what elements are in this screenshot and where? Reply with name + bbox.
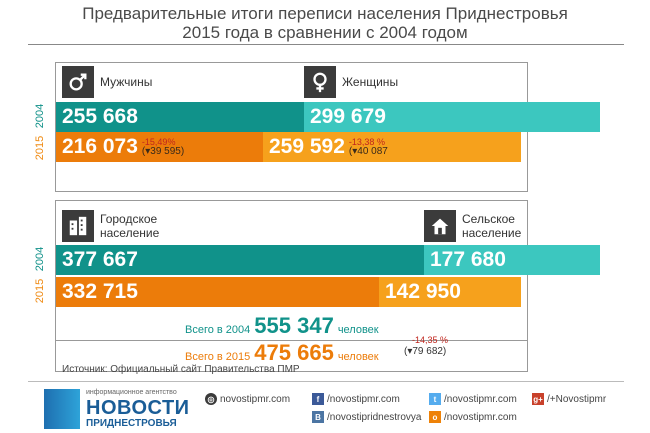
- odnoklassniki-link[interactable]: о /novostipmr.com: [429, 411, 517, 423]
- title-line-2: 2015 года в сравнении с 2004 годом: [182, 23, 468, 42]
- logo-mark-icon: [44, 389, 80, 429]
- total-2015-value: 475 665: [254, 340, 334, 365]
- female-change-abs: (▾40 087: [348, 146, 388, 157]
- value-urban-2015: 332 715: [62, 280, 138, 303]
- facebook-icon: f: [312, 393, 324, 405]
- male-icon: [62, 66, 94, 98]
- female-label: Женщины: [342, 75, 399, 89]
- globe-icon: ◎: [205, 393, 217, 405]
- googleplus-link-text: /+Novostipmr: [547, 393, 607, 405]
- page-title: Предварительные итоги переписи населения…: [0, 4, 650, 42]
- googleplus-link[interactable]: g+ /+Novostipmr: [532, 393, 606, 405]
- rural-label-line-1: Сельское: [462, 212, 515, 226]
- bar-rural-2015: 142 950: [379, 277, 521, 307]
- bar-male-2015: 216 073 -15,49% (▾39 595): [56, 132, 263, 162]
- value-rural-2004: 177 680: [430, 248, 506, 271]
- twitter-link[interactable]: t /novostipmr.com: [429, 393, 517, 405]
- year-label-2004-b: 2004: [34, 246, 47, 272]
- total-2015-change-abs: (▾79 682): [404, 346, 447, 357]
- totals-divider: [56, 340, 528, 341]
- facebook-link-text: /novostipmr.com: [327, 393, 400, 405]
- rural-label: Сельское население: [462, 212, 521, 240]
- googleplus-icon: g+: [532, 393, 544, 405]
- year-label-2015-b: 2015: [34, 278, 47, 304]
- total-2004: Всего в 2004 555 347 человек: [185, 313, 379, 339]
- value-female-2004: 299 679: [310, 105, 386, 128]
- urban-label: Городское население: [100, 212, 159, 240]
- value-urban-2004: 377 667: [62, 248, 138, 271]
- city-icon: [62, 210, 94, 242]
- news-logo: информационное агентство НОВОСТИ ПРИДНЕС…: [44, 389, 204, 429]
- odnoklassniki-link-text: /novostipmr.com: [444, 411, 517, 423]
- logo-tagline: информационное агентство: [86, 389, 177, 396]
- total-2015-unit: человек: [337, 351, 379, 363]
- source-note: Источник: Официальный сайт Правительства…: [62, 364, 300, 375]
- bar-urban-2015: 332 715: [56, 277, 379, 307]
- rural-label-line-2: население: [462, 226, 522, 240]
- logo-title: НОВОСТИ: [86, 397, 190, 419]
- total-2015-change-pct: -14,35 %: [412, 335, 449, 345]
- value-male-2015: 216 073: [62, 135, 138, 158]
- site-link-text: novostipmr.com: [220, 393, 291, 405]
- twitter-link-text: /novostipmr.com: [444, 393, 517, 405]
- female-change: -13,38 % (▾40 087: [349, 137, 388, 157]
- facebook-link[interactable]: f /novostipmr.com: [312, 393, 400, 405]
- twitter-icon: t: [429, 393, 441, 405]
- urban-label-line-2: население: [100, 226, 160, 240]
- value-rural-2015: 142 950: [385, 280, 461, 303]
- title-line-1: Предварительные итоги переписи населения…: [82, 4, 568, 23]
- bar-female-2015: 259 592 -13,38 % (▾40 087: [263, 132, 521, 162]
- value-male-2004: 255 668: [62, 105, 138, 128]
- bar-rural-2004: 177 680: [424, 245, 600, 275]
- vk-link-text: /novostipridnestrovya: [327, 411, 422, 423]
- total-2004-unit: человек: [337, 324, 379, 336]
- title-divider: [28, 44, 624, 45]
- female-change-pct: -13,38 %: [348, 137, 385, 147]
- female-icon: [304, 66, 336, 98]
- total-2015-prefix: Всего в 2015: [185, 351, 251, 363]
- total-2004-value: 555 347: [254, 313, 334, 338]
- male-change-abs: (▾39 595): [141, 146, 185, 157]
- male-change-pct: -15,49%: [141, 137, 176, 147]
- logo-subtitle: ПРИДНЕСТРОВЬЯ: [86, 418, 177, 429]
- year-label-2015: 2015: [34, 135, 47, 161]
- total-2004-prefix: Всего в 2004: [185, 324, 251, 336]
- male-label: Мужчины: [100, 75, 153, 89]
- footer-divider: [28, 381, 624, 382]
- year-label-2004: 2004: [34, 103, 47, 129]
- odnoklassniki-icon: о: [429, 411, 441, 423]
- total-2015: Всего в 2015 475 665 человек: [185, 340, 379, 366]
- urban-label-line-1: Городское: [100, 212, 158, 226]
- male-change: -15,49% (▾39 595): [142, 137, 184, 157]
- value-female-2015: 259 592: [269, 135, 345, 158]
- total-2015-change: -14,35 % (▾79 682): [404, 335, 448, 357]
- vk-icon: В: [312, 411, 324, 423]
- bar-male-2004: 255 668: [56, 102, 304, 132]
- vk-link[interactable]: В /novostipridnestrovya: [312, 411, 422, 423]
- site-link[interactable]: ◎ novostipmr.com: [205, 393, 290, 405]
- house-icon: [424, 210, 456, 242]
- bar-female-2004: 299 679: [304, 102, 600, 132]
- bar-urban-2004: 377 667: [56, 245, 424, 275]
